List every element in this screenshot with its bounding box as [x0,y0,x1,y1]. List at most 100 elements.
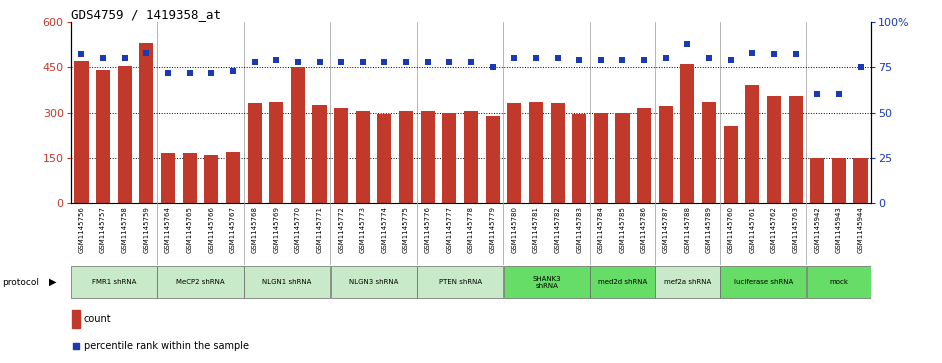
Point [290,59,305,65]
Text: GSM1145759: GSM1145759 [143,206,150,253]
Text: GSM1145777: GSM1145777 [447,206,452,253]
Text: GSM1145780: GSM1145780 [512,206,517,253]
Bar [720,266,806,298]
Text: GSM1145944: GSM1145944 [857,206,864,253]
Bar [591,266,655,298]
Bar [810,158,824,203]
Text: GSM1145767: GSM1145767 [230,206,236,253]
Text: FMR1 shRNA: FMR1 shRNA [91,279,136,285]
Bar [118,66,132,203]
Text: GSM1145765: GSM1145765 [187,206,193,253]
Text: SHANK3
shRNA: SHANK3 shRNA [532,276,561,289]
Text: percentile rank within the sample: percentile rank within the sample [84,341,249,351]
Text: GSM1145771: GSM1145771 [317,206,322,253]
Point [485,64,500,70]
Text: GSM1145781: GSM1145781 [533,206,539,253]
Bar [331,266,416,298]
Text: GSM1145787: GSM1145787 [663,206,669,253]
Bar [550,103,564,203]
Bar [788,96,803,203]
Text: GSM1145789: GSM1145789 [706,206,712,253]
Point [702,55,717,61]
Bar [507,103,521,203]
Text: GSM1145779: GSM1145779 [490,206,495,253]
Point [117,55,132,61]
Text: GSM1145758: GSM1145758 [122,206,128,253]
Point [225,68,240,74]
Text: GSM1145772: GSM1145772 [338,206,344,253]
Point [420,59,435,65]
Point [593,57,609,63]
Bar [313,105,327,203]
Point [268,57,284,63]
Text: GSM1145788: GSM1145788 [685,206,690,253]
Point [788,52,804,57]
Text: luciferase shRNA: luciferase shRNA [734,279,793,285]
Text: GSM1145768: GSM1145768 [252,206,257,253]
Bar [73,310,79,328]
Point [182,70,197,76]
Text: med2d shRNA: med2d shRNA [598,279,647,285]
Text: MeCP2 shRNA: MeCP2 shRNA [176,279,225,285]
Text: GSM1145760: GSM1145760 [727,206,734,253]
Bar [356,111,370,203]
Text: GSM1145769: GSM1145769 [273,206,279,253]
Point [333,59,349,65]
Bar [658,106,673,203]
Point [723,57,739,63]
Text: GSM1145761: GSM1145761 [749,206,755,253]
Bar [832,158,846,203]
Bar [745,85,759,203]
Bar [226,152,240,203]
Point [138,50,154,56]
Bar [269,102,284,203]
Point [680,41,695,46]
Text: GSM1145757: GSM1145757 [100,206,106,253]
Bar [806,266,871,298]
Point [312,59,327,65]
Bar [157,266,244,298]
Point [658,55,674,61]
Bar [96,70,110,203]
Text: GSM1145782: GSM1145782 [555,206,560,253]
Text: GSM1145775: GSM1145775 [403,206,409,253]
Text: mock: mock [829,279,849,285]
Text: GSM1145776: GSM1145776 [425,206,430,253]
Bar [334,108,349,203]
Text: GDS4759 / 1419358_at: GDS4759 / 1419358_at [71,8,220,21]
Text: GSM1145756: GSM1145756 [78,206,85,253]
Text: GSM1145943: GSM1145943 [836,206,842,253]
Bar [291,67,305,203]
Bar [248,103,262,203]
Bar [161,153,175,203]
Text: protocol: protocol [2,278,39,287]
Text: GSM1145785: GSM1145785 [620,206,625,253]
Text: GSM1145774: GSM1145774 [382,206,387,253]
Bar [204,155,219,203]
Text: count: count [84,314,111,324]
Bar [504,266,590,298]
Bar [853,158,868,203]
Text: mef2a shRNA: mef2a shRNA [664,279,711,285]
Point [637,57,652,63]
Bar [593,113,608,203]
Point [73,52,89,57]
Bar [486,115,499,203]
Point [832,91,847,97]
Bar [680,64,694,203]
Bar [74,61,89,203]
Text: GSM1145783: GSM1145783 [577,206,582,253]
Text: GSM1145764: GSM1145764 [165,206,171,253]
Point [355,59,370,65]
Bar [378,114,392,203]
Point [95,55,110,61]
Text: GSM1145763: GSM1145763 [792,206,799,253]
Point [810,91,825,97]
Text: NLGN1 shRNA: NLGN1 shRNA [263,279,312,285]
Text: ▶: ▶ [49,277,57,287]
Text: GSM1145778: GSM1145778 [468,206,474,253]
Bar [637,108,651,203]
Point [853,64,869,70]
Text: GSM1145766: GSM1145766 [208,206,215,253]
Bar [767,96,781,203]
